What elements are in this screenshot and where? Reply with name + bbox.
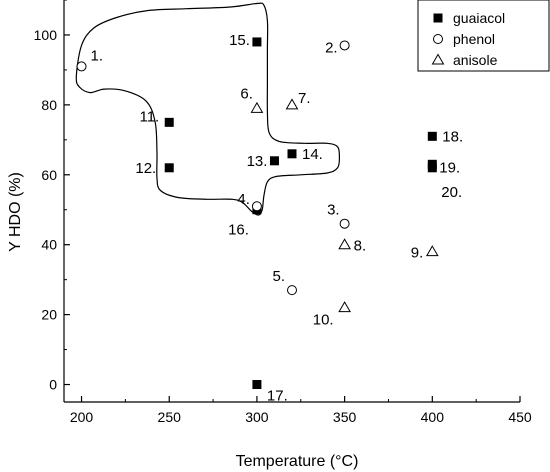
guaiacol-point — [427, 131, 437, 141]
point-label: 20. — [441, 184, 462, 201]
x-axis-title: Temperature (°C) — [236, 453, 359, 470]
guaiacol-point — [287, 149, 297, 159]
guaiacol-point — [427, 163, 437, 173]
anisole-point — [285, 98, 299, 110]
phenol-legend-marker — [433, 34, 443, 44]
point-label: 7. — [298, 90, 311, 107]
point-label: 18. — [442, 128, 463, 145]
guaiacol-point — [164, 117, 174, 127]
x-tick-label: 450 — [508, 409, 532, 425]
guaiacol-legend-marker — [433, 13, 443, 23]
phenol-point — [287, 285, 297, 296]
y-axis-ticks: 0 20 40 60 80 100 — [34, 0, 70, 393]
point-label: 5. — [272, 268, 285, 285]
anisole-point — [338, 238, 351, 250]
anisole-point — [250, 101, 264, 113]
legend-entry-label: guaiacol — [453, 10, 505, 26]
data-point-labels: 11. 12. 15. 16. 17. 13. 14. 18. 19. 20. 1. 2. 3. 4. 5.… — [91, 32, 464, 405]
x-tick-label: 400 — [421, 409, 445, 425]
phenol-point — [251, 201, 262, 212]
point-label: 1. — [91, 47, 104, 64]
y-tick-label: 20 — [41, 307, 57, 323]
point-label: 19. — [439, 159, 460, 176]
legend-entry-label: phenol — [453, 31, 495, 47]
point-label: 14. — [302, 146, 323, 163]
point-label: 6. — [240, 85, 253, 102]
annotation-region-outline — [75, 2, 341, 216]
phenol-point — [76, 61, 87, 72]
y-axis-title: Y HDO (%) — [7, 172, 24, 252]
guaiacol-point — [252, 380, 262, 390]
anisole-point — [425, 245, 439, 257]
y-tick-label: 100 — [34, 27, 58, 43]
point-label: 2. — [325, 39, 338, 56]
point-label: 8. — [354, 238, 367, 255]
point-label: 9. — [411, 245, 424, 262]
point-label: 10. — [313, 312, 334, 329]
x-axis-ticks: 200 250 300 350 400 450 — [70, 396, 532, 425]
point-label: 13. — [247, 153, 268, 170]
y-tick-label: 40 — [41, 237, 57, 253]
point-label: 11. — [139, 108, 159, 125]
legend-entry-label: anisole — [453, 52, 498, 68]
data-points — [76, 37, 439, 390]
y-tick-label: 0 — [49, 377, 57, 393]
point-label: 3. — [327, 202, 340, 219]
x-tick-label: 350 — [333, 409, 357, 425]
legend: guaiacol phenol anisole — [417, 0, 550, 72]
y-tick-label: 60 — [41, 167, 57, 183]
point-label: 16. — [228, 222, 249, 239]
plot-frame — [63, 0, 520, 403]
phenol-point — [339, 40, 350, 51]
guaiacol-point — [164, 163, 174, 173]
point-label: 15. — [229, 32, 250, 49]
x-tick-label: 200 — [70, 409, 94, 425]
x-tick-label: 300 — [245, 409, 269, 425]
anisole-legend-marker — [431, 53, 445, 65]
phenol-point — [339, 218, 350, 229]
anisole-point — [338, 301, 351, 313]
point-label: 4. — [237, 191, 250, 208]
guaiacol-point — [269, 156, 279, 166]
guaiacol-point — [252, 37, 262, 47]
x-tick-label: 250 — [158, 409, 182, 425]
y-tick-label: 80 — [41, 97, 57, 113]
point-label: 17. — [267, 388, 288, 405]
point-label: 12. — [135, 160, 156, 177]
